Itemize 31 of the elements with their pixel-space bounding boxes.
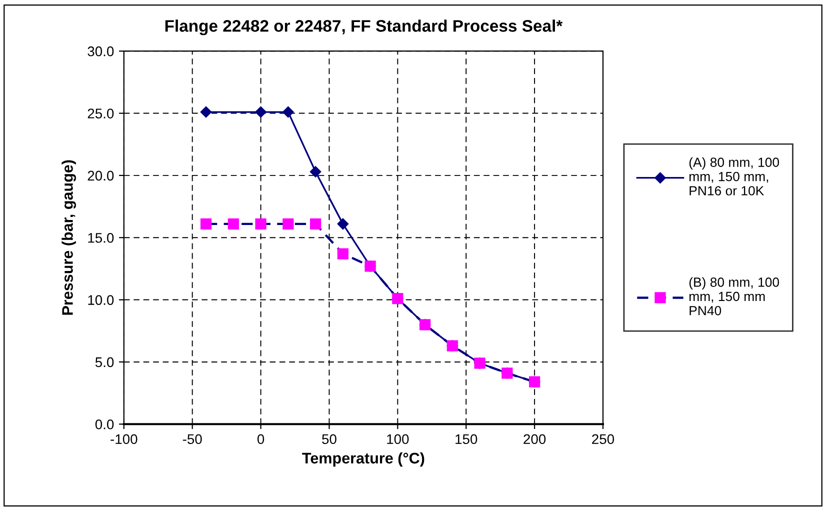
y-tick-label: 10.0 (88, 295, 114, 305)
x-tick-label: 100 (387, 434, 409, 444)
point (337, 218, 349, 230)
chart-title: Flange 22482 or 22487, FF Standard Process Seal* (165, 20, 563, 36)
x-tick-label: 250 (592, 434, 614, 444)
point (200, 218, 212, 230)
y-tick-label: 25.0 (88, 108, 114, 118)
point (200, 106, 212, 118)
x-axis-title: Temperature (°C) (302, 452, 424, 467)
point (310, 166, 322, 178)
point (255, 218, 266, 230)
x-tick-label: -100 (110, 434, 138, 444)
y-tick-label: 20.0 (88, 170, 114, 181)
legend-label: (A) 80 mm, 100 mm, 150 mm, PN16 or 10K (689, 157, 780, 196)
x-tick-label: 50 (322, 434, 336, 444)
x-tick-label: 0 (257, 434, 264, 444)
legend-label: (B) 80 mm, 100 mm, 150 mm PN40 (689, 277, 780, 316)
y-tick-label: 30.0 (88, 46, 114, 56)
point (310, 218, 322, 230)
point (228, 218, 239, 230)
point (255, 106, 266, 118)
x-tick-label: 150 (456, 434, 478, 444)
point (282, 218, 294, 230)
y-tick-label: 0.0 (95, 419, 114, 430)
y-axis-title: Pressure (bar, gauge) (62, 160, 76, 315)
point (282, 106, 294, 118)
x-tick-label: 200 (524, 434, 546, 444)
y-tick-label: 5.0 (95, 357, 114, 368)
x-tick-label: -50 (182, 434, 202, 444)
y-tick-label: 15.0 (88, 232, 114, 243)
point (337, 248, 348, 260)
